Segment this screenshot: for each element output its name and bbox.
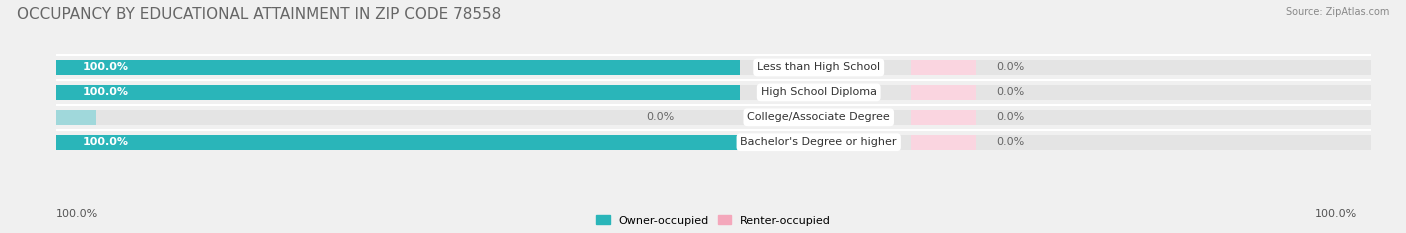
Bar (56, 110, 1371, 125)
Text: Source: ZipAtlas.com: Source: ZipAtlas.com (1285, 7, 1389, 17)
Bar (56, 134, 740, 150)
Text: 100.0%: 100.0% (1315, 209, 1357, 219)
Bar (56, 85, 740, 100)
Bar (911, 85, 976, 100)
Text: 0.0%: 0.0% (997, 137, 1025, 147)
Text: High School Diploma: High School Diploma (761, 87, 877, 97)
Text: 0.0%: 0.0% (997, 62, 1025, 72)
Bar (56, 110, 96, 125)
Bar (911, 60, 976, 75)
Text: 0.0%: 0.0% (997, 112, 1025, 122)
Bar (911, 134, 976, 150)
Bar (911, 110, 976, 125)
Bar (56, 134, 1371, 150)
Bar (56, 60, 1371, 75)
Text: Less than High School: Less than High School (758, 62, 880, 72)
Bar (56, 60, 740, 75)
Text: 100.0%: 100.0% (83, 87, 128, 97)
Text: 0.0%: 0.0% (645, 112, 673, 122)
Text: OCCUPANCY BY EDUCATIONAL ATTAINMENT IN ZIP CODE 78558: OCCUPANCY BY EDUCATIONAL ATTAINMENT IN Z… (17, 7, 501, 22)
Text: 100.0%: 100.0% (83, 62, 128, 72)
Bar (56, 85, 1371, 100)
Text: College/Associate Degree: College/Associate Degree (748, 112, 890, 122)
Text: 100.0%: 100.0% (56, 209, 98, 219)
Text: 100.0%: 100.0% (83, 137, 128, 147)
Legend: Owner-occupied, Renter-occupied: Owner-occupied, Renter-occupied (592, 211, 835, 230)
Text: 0.0%: 0.0% (997, 87, 1025, 97)
Text: Bachelor's Degree or higher: Bachelor's Degree or higher (741, 137, 897, 147)
